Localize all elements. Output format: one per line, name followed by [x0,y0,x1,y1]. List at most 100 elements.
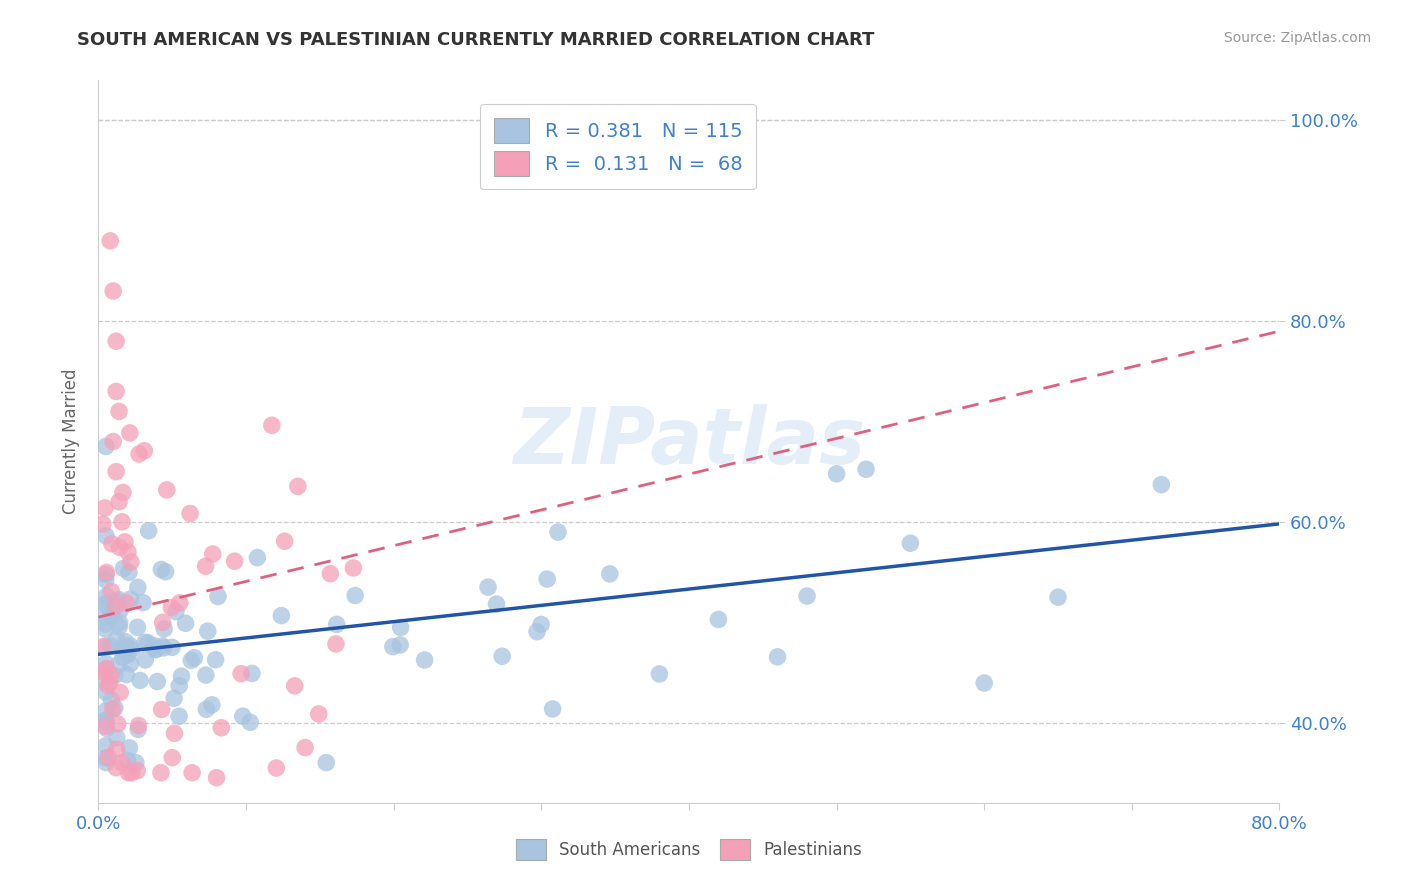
Point [118,740,141,755]
Point [94,714,117,729]
Point [94,751,117,765]
Point [160,640,183,655]
Point [240,666,263,681]
Point [100,639,122,653]
Point [150,562,173,576]
Point [319,566,342,581]
Point [94,719,117,733]
Point [121,642,143,657]
Point [108,603,131,617]
Point [201,698,224,712]
Point [145,642,167,657]
Point [232,709,254,723]
Point [96,756,118,770]
Point [111,515,134,529]
Point [197,624,219,639]
Point [94,617,117,632]
Point [526,624,548,639]
Point [229,666,252,681]
Y-axis label: Currently Married: Currently Married [62,368,80,515]
Point [115,596,138,610]
Point [105,334,128,348]
Point [100,668,122,682]
Point [207,590,229,604]
Point [128,447,150,461]
Point [94,596,117,610]
Point [855,462,877,476]
Point [156,483,179,497]
Point [315,756,337,770]
Point [114,535,136,549]
Point [381,640,404,654]
Point [108,615,131,630]
Point [97,678,120,692]
Point [181,765,204,780]
Point [111,756,134,770]
Text: SOUTH AMERICAN VS PALESTINIAN CURRENTLY MARRIED CORRELATION CHART: SOUTH AMERICAN VS PALESTINIAN CURRENTLY … [77,31,875,49]
Point [707,612,730,626]
Point [96,721,118,735]
Point [174,616,197,631]
Point [145,642,167,657]
Point [325,637,347,651]
Point [120,555,142,569]
Point [105,632,128,646]
Point [246,550,269,565]
Point [117,648,139,662]
Point [155,565,177,579]
Point [107,592,129,607]
Point [100,606,122,620]
Point [127,620,149,634]
Point [94,623,117,637]
Point [107,657,129,672]
Point [150,702,173,716]
Point [128,718,150,732]
Point [273,534,295,549]
Point [94,609,117,624]
Point [136,635,159,649]
Point [153,622,176,636]
Point [201,547,224,561]
Point [91,640,114,654]
Point [129,673,152,688]
Point [152,615,174,630]
Point [180,653,202,667]
Point [127,723,149,737]
Point [94,598,117,612]
Point [105,384,128,399]
Point [100,693,122,707]
Point [115,641,138,656]
Point [547,525,569,540]
Point [108,685,131,699]
Point [530,617,553,632]
Point [162,750,183,764]
Point [183,650,205,665]
Point [205,771,228,785]
Point [115,667,138,681]
Point [325,617,347,632]
Point [94,673,117,688]
Point [111,642,134,657]
Point [308,706,330,721]
Point [100,609,122,624]
Point [108,541,131,555]
Point [101,702,124,716]
Point [134,443,156,458]
Point [491,649,513,664]
Point [105,594,128,608]
Text: ZIPatlas: ZIPatlas [513,403,865,480]
Point [152,640,174,655]
Point [1150,477,1173,491]
Point [389,620,412,634]
Point [825,467,848,481]
Point [260,418,283,433]
Point [120,657,142,671]
Point [117,765,139,780]
Point [96,566,118,580]
Point [167,709,190,723]
Point [389,638,412,652]
Point [97,750,120,764]
Point [104,669,127,683]
Point [796,589,818,603]
Point [121,765,143,780]
